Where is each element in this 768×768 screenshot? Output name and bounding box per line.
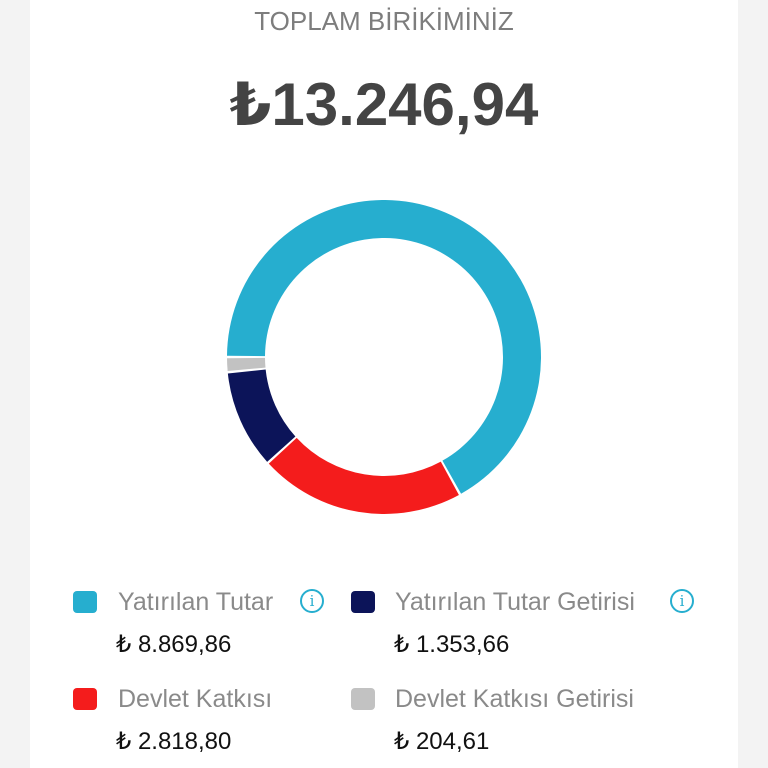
donut-segment-devlet-katkisi-getirisi[interactable] [227, 357, 266, 371]
legend-value: ₺ 1.353,66 [394, 631, 510, 658]
legend-label: Devlet Katkısı Getirisi [395, 685, 634, 713]
legend-swatch [73, 591, 97, 613]
savings-card [30, 0, 738, 768]
legend-value: ₺ 2.818,80 [116, 728, 232, 755]
info-icon[interactable]: i [670, 589, 694, 613]
donut-segment-devlet-katkisi[interactable] [268, 437, 459, 514]
legend-label: Yatırılan Tutar Getirisi [395, 588, 635, 616]
page-title: TOPLAM BİRİKİMİNİZ [254, 6, 514, 36]
legend-swatch [73, 688, 97, 710]
total-savings-amount: ₺13.246,94 [229, 71, 539, 138]
legend-swatch [351, 591, 375, 613]
info-icon[interactable]: i [300, 589, 324, 613]
legend-label: Devlet Katkısı [118, 685, 273, 713]
legend-value: ₺ 204,61 [394, 728, 490, 755]
donut-segment-yatirilan-tutar-getirisi[interactable] [227, 369, 296, 462]
legend-label: Yatırılan Tutar [118, 588, 274, 616]
legend-swatch [351, 688, 375, 710]
legend-value: ₺ 8.869,86 [116, 631, 232, 658]
